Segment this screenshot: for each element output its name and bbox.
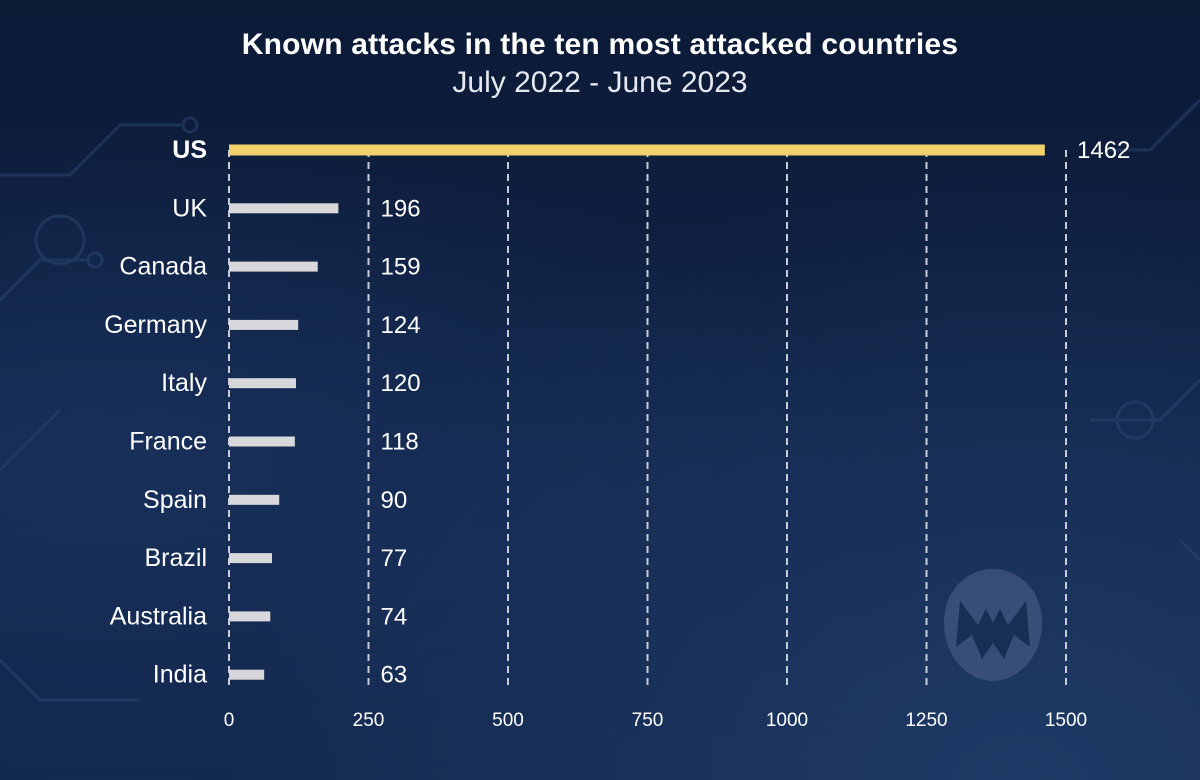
value-label: 77 [381,545,408,572]
value-label: 124 [381,312,421,339]
bar [229,378,296,389]
category-label: France [129,428,207,456]
bar [229,611,271,622]
chart-title: Known attacks in the ten most attacked c… [241,28,959,61]
value-label: 120 [381,370,421,397]
bar [229,319,299,330]
category-label: Brazil [144,544,207,572]
category-label: Australia [110,602,207,630]
category-label: Spain [143,486,207,514]
bar [229,203,339,214]
bar [229,261,318,272]
x-tick-label: 250 [353,710,385,731]
x-tick-label: 1250 [905,710,947,731]
value-label: 196 [381,195,421,222]
malwarebytes-logo-icon [944,569,1042,681]
x-tick-label: 0 [224,710,235,731]
value-label: 1462 [1077,137,1130,164]
category-label: Germany [104,311,207,339]
chart-subtitle: July 2022 - June 2023 [452,66,748,99]
bar [229,553,272,564]
category-label: US [172,136,207,164]
bar [229,669,265,680]
category-label: Italy [161,369,207,397]
category-label: UK [172,194,207,222]
value-label: 74 [381,603,408,630]
value-label: 118 [381,429,419,456]
value-label: 159 [381,254,421,281]
x-tick-label: 750 [632,710,664,731]
x-tick-label: 1000 [766,710,808,731]
x-tick-label: 1500 [1045,710,1087,731]
bar [229,144,1045,156]
bar [229,494,280,505]
value-label: 90 [381,487,408,514]
x-tick-label: 500 [492,710,524,731]
category-label: India [153,661,207,689]
value-label: 63 [381,662,408,689]
bar [229,436,295,447]
category-label: Canada [119,253,207,281]
